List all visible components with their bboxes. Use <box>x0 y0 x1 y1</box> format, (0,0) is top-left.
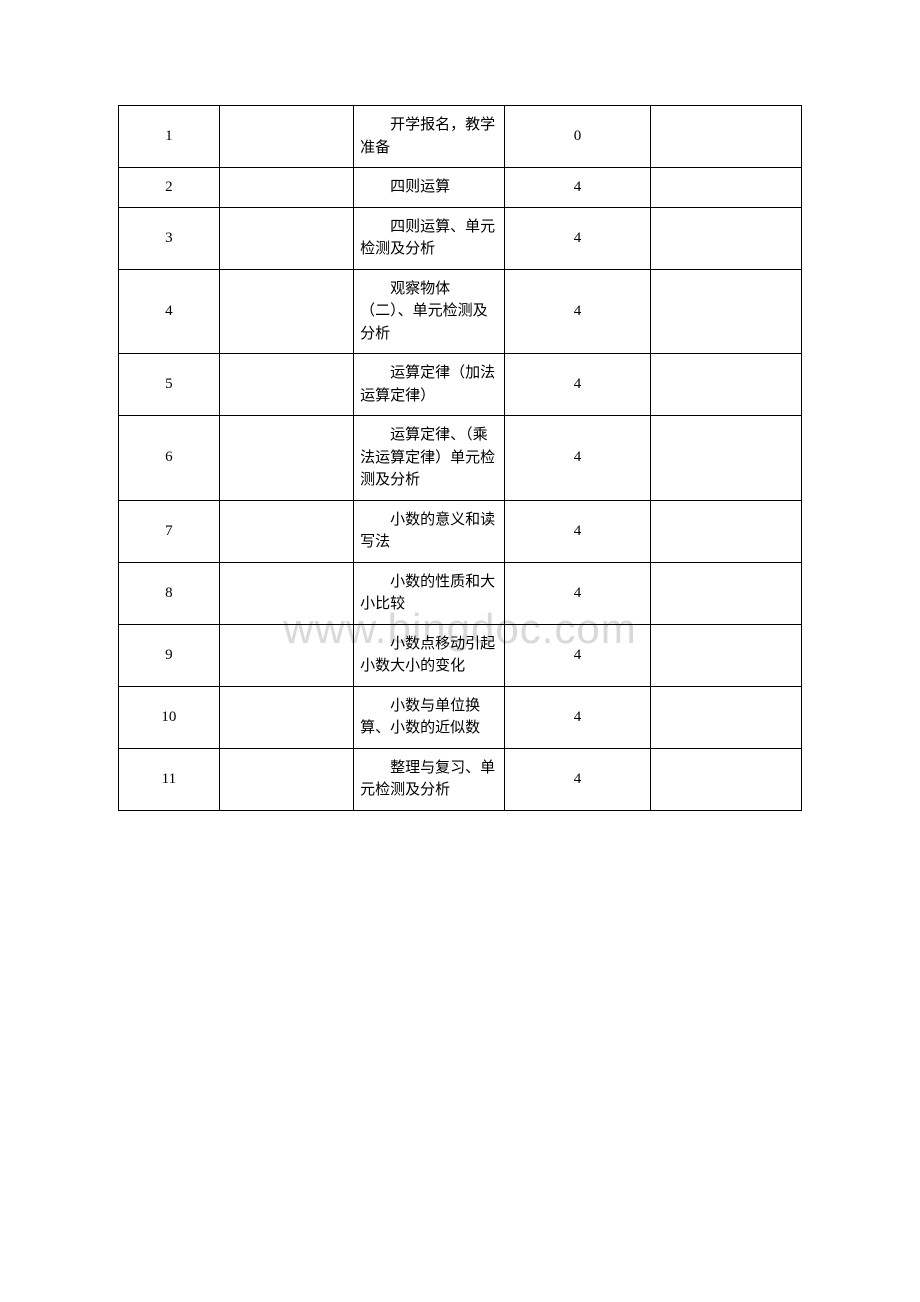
table-row: 7 小数的意义和读写法 4 <box>119 500 802 562</box>
table-row: 4 观察物体（二）、单元检测及分析 4 <box>119 269 802 354</box>
cell-week: 2 <box>119 168 220 208</box>
cell-content: 小数的性质和大小比较 <box>354 562 505 624</box>
cell-hours: 4 <box>505 168 651 208</box>
table-row: 2 四则运算 4 <box>119 168 802 208</box>
cell-content-text: 小数的意义和读写法 <box>360 509 498 554</box>
cell-week: 5 <box>119 354 220 416</box>
cell-content: 运算定律（加法运算定律） <box>354 354 505 416</box>
cell-content-text: 开学报名，教学准备 <box>360 114 498 159</box>
cell-hours: 4 <box>505 500 651 562</box>
cell-blank-a <box>219 416 353 501</box>
table-row: 5 运算定律（加法运算定律） 4 <box>119 354 802 416</box>
cell-hours: 0 <box>505 106 651 168</box>
cell-week: 11 <box>119 748 220 810</box>
cell-hours: 4 <box>505 748 651 810</box>
cell-blank-b <box>650 500 801 562</box>
cell-blank-a <box>219 748 353 810</box>
cell-week: 3 <box>119 207 220 269</box>
cell-hours: 4 <box>505 207 651 269</box>
cell-blank-a <box>219 686 353 748</box>
cell-week: 9 <box>119 624 220 686</box>
cell-content: 小数点移动引起小数大小的变化 <box>354 624 505 686</box>
cell-content-text: 四则运算 <box>360 176 498 199</box>
table-row: 10 小数与单位换算、小数的近似数 4 <box>119 686 802 748</box>
table-row: 6 运算定律、（乘法运算定律）单元检测及分析 4 <box>119 416 802 501</box>
cell-week: 4 <box>119 269 220 354</box>
cell-blank-b <box>650 562 801 624</box>
cell-blank-a <box>219 106 353 168</box>
cell-hours: 4 <box>505 686 651 748</box>
cell-blank-a <box>219 354 353 416</box>
cell-content: 小数与单位换算、小数的近似数 <box>354 686 505 748</box>
cell-hours: 4 <box>505 354 651 416</box>
cell-week: 8 <box>119 562 220 624</box>
cell-blank-a <box>219 500 353 562</box>
cell-week: 6 <box>119 416 220 501</box>
cell-content: 四则运算、单元检测及分析 <box>354 207 505 269</box>
cell-week: 10 <box>119 686 220 748</box>
cell-hours: 4 <box>505 624 651 686</box>
table-row: 1 开学报名，教学准备 0 <box>119 106 802 168</box>
schedule-table-wrap: 1 开学报名，教学准备 0 2 四则运算 4 3 四则运算、单元检测及分析 4 <box>118 105 802 811</box>
cell-week: 7 <box>119 500 220 562</box>
cell-blank-a <box>219 269 353 354</box>
table-row: 8 小数的性质和大小比较 4 <box>119 562 802 624</box>
cell-content-text: 小数的性质和大小比较 <box>360 571 498 616</box>
cell-blank-b <box>650 207 801 269</box>
table-row: 11 整理与复习、单元检测及分析 4 <box>119 748 802 810</box>
cell-blank-a <box>219 624 353 686</box>
schedule-table: 1 开学报名，教学准备 0 2 四则运算 4 3 四则运算、单元检测及分析 4 <box>118 105 802 811</box>
table-row: 3 四则运算、单元检测及分析 4 <box>119 207 802 269</box>
cell-content: 开学报名，教学准备 <box>354 106 505 168</box>
cell-content-text: 运算定律、（乘法运算定律）单元检测及分析 <box>360 424 498 492</box>
cell-hours: 4 <box>505 416 651 501</box>
cell-blank-b <box>650 416 801 501</box>
cell-week: 1 <box>119 106 220 168</box>
cell-blank-b <box>650 748 801 810</box>
cell-blank-b <box>650 624 801 686</box>
cell-blank-a <box>219 562 353 624</box>
cell-content-text: 四则运算、单元检测及分析 <box>360 216 498 261</box>
cell-content: 观察物体（二）、单元检测及分析 <box>354 269 505 354</box>
cell-blank-b <box>650 354 801 416</box>
cell-hours: 4 <box>505 562 651 624</box>
schedule-table-body: 1 开学报名，教学准备 0 2 四则运算 4 3 四则运算、单元检测及分析 4 <box>119 106 802 811</box>
table-row: 9 小数点移动引起小数大小的变化 4 <box>119 624 802 686</box>
cell-content-text: 小数与单位换算、小数的近似数 <box>360 695 498 740</box>
cell-blank-b <box>650 269 801 354</box>
cell-content-text: 整理与复习、单元检测及分析 <box>360 757 498 802</box>
cell-blank-a <box>219 168 353 208</box>
cell-content-text: 小数点移动引起小数大小的变化 <box>360 633 498 678</box>
cell-content: 小数的意义和读写法 <box>354 500 505 562</box>
cell-content-text: 观察物体（二）、单元检测及分析 <box>360 278 498 346</box>
cell-hours: 4 <box>505 269 651 354</box>
cell-content: 运算定律、（乘法运算定律）单元检测及分析 <box>354 416 505 501</box>
cell-content: 整理与复习、单元检测及分析 <box>354 748 505 810</box>
cell-blank-b <box>650 168 801 208</box>
cell-blank-b <box>650 106 801 168</box>
cell-blank-b <box>650 686 801 748</box>
cell-blank-a <box>219 207 353 269</box>
cell-content-text: 运算定律（加法运算定律） <box>360 362 498 407</box>
cell-content: 四则运算 <box>354 168 505 208</box>
